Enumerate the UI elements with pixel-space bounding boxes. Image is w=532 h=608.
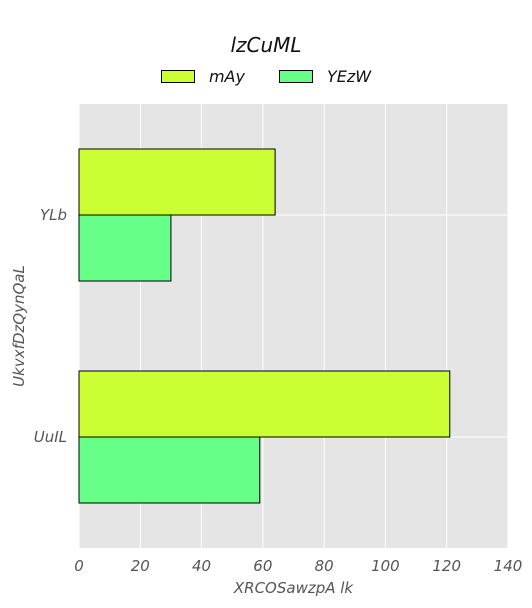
x-axis-label: XRCOSawzpA lk xyxy=(233,579,355,597)
chart-title: lzCuML xyxy=(230,33,302,57)
bar-mAy-UuIL xyxy=(78,370,451,438)
legend: mAy YEzW xyxy=(0,67,532,86)
legend-item-series-1: YEzW xyxy=(278,67,372,86)
bar-YEzW-YLb xyxy=(78,214,172,282)
x-tick-label: 60 xyxy=(253,557,272,575)
x-tick-label: 140 xyxy=(494,557,523,575)
legend-swatch-series-1 xyxy=(278,70,313,83)
y-axis-label: UkvxfDzQynQaL xyxy=(10,265,28,387)
y-tick-label: UuIL xyxy=(34,428,67,446)
y-tick-label: YLb xyxy=(40,206,67,224)
y-tick-labels: YLb UuIL xyxy=(34,206,67,446)
legend-item-series-0: mAy xyxy=(160,67,245,86)
x-tick-label: 20 xyxy=(131,557,150,575)
x-tick-label: 0 xyxy=(74,557,84,575)
x-tick-label: 80 xyxy=(315,557,334,575)
legend-label-series-1: YEzW xyxy=(326,67,372,86)
x-tick-label: 40 xyxy=(192,557,211,575)
x-tick-label: 120 xyxy=(432,557,461,575)
bars xyxy=(78,148,451,504)
legend-label-series-0: mAy xyxy=(208,67,245,86)
bar-mAy-YLb xyxy=(78,148,276,216)
bar-YEzW-UuIL xyxy=(78,436,261,504)
x-tick-label: 100 xyxy=(371,557,400,575)
x-tick-labels: 0 20 40 60 80 100 120 140 xyxy=(74,557,522,575)
legend-swatch-series-0 xyxy=(160,70,195,83)
